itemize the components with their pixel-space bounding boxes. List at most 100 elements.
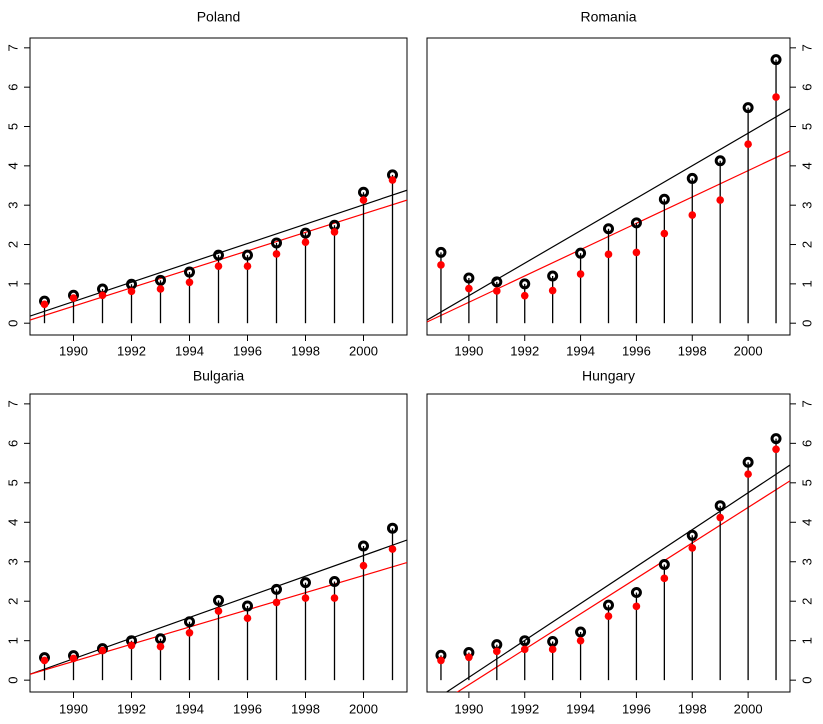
point xyxy=(716,196,724,204)
y-tick-label: 2 xyxy=(5,241,20,248)
point xyxy=(463,272,475,284)
point xyxy=(359,561,368,570)
point xyxy=(575,626,587,638)
point xyxy=(576,270,585,278)
y-tick-label: 3 xyxy=(799,202,814,209)
point xyxy=(40,300,49,309)
point xyxy=(271,583,282,595)
point xyxy=(242,249,253,261)
point xyxy=(716,513,724,522)
point xyxy=(213,594,224,606)
point xyxy=(493,287,501,295)
y-tick-label: 5 xyxy=(799,123,814,130)
point xyxy=(658,559,670,571)
point xyxy=(388,176,397,184)
x-tick-label: 1990 xyxy=(59,343,88,358)
point xyxy=(185,278,194,287)
point xyxy=(300,227,311,239)
point xyxy=(547,635,559,647)
y-tick-label: 0 xyxy=(799,677,814,684)
x-tick-label: 1996 xyxy=(233,701,262,716)
y-tick-label: 0 xyxy=(5,677,20,684)
point xyxy=(359,196,368,204)
y-tick-label: 7 xyxy=(5,400,20,407)
y-tick-label: 4 xyxy=(5,162,20,169)
point xyxy=(714,155,726,167)
x-tick-label: 1990 xyxy=(59,701,88,716)
point xyxy=(493,647,501,656)
y-tick-label: 2 xyxy=(799,598,814,605)
point xyxy=(491,276,503,288)
point xyxy=(575,247,587,259)
x-tick-label: 1992 xyxy=(117,701,146,716)
point xyxy=(243,614,252,622)
point xyxy=(300,577,311,589)
point xyxy=(272,250,281,258)
point xyxy=(632,602,641,611)
plot-frame xyxy=(29,393,408,693)
point xyxy=(387,522,398,534)
y-tick-label: 4 xyxy=(799,162,814,169)
point xyxy=(242,600,253,612)
fit-line xyxy=(456,480,790,692)
y-tick-label: 1 xyxy=(5,637,20,644)
x-tick-label: 1990 xyxy=(454,343,483,358)
point xyxy=(184,616,195,628)
x-tick-label: 1994 xyxy=(566,343,595,358)
point xyxy=(604,250,613,259)
point xyxy=(388,545,397,553)
point xyxy=(548,645,557,654)
point xyxy=(156,642,165,651)
y-tick-label: 5 xyxy=(5,479,20,486)
point xyxy=(330,228,339,236)
fit-line xyxy=(427,108,790,321)
point xyxy=(40,656,49,665)
x-tick-label: 1996 xyxy=(233,343,262,358)
point xyxy=(465,653,473,662)
point xyxy=(437,261,445,269)
point xyxy=(214,607,223,615)
plot-frame xyxy=(426,37,791,336)
point xyxy=(272,598,281,607)
point xyxy=(358,540,369,552)
point xyxy=(330,594,339,602)
point xyxy=(744,140,752,149)
point xyxy=(519,635,531,647)
fit-lines xyxy=(445,464,790,692)
point xyxy=(742,102,754,114)
panel-title: Bulgaria xyxy=(193,368,245,384)
point xyxy=(271,237,282,249)
x-tick-label: 1996 xyxy=(622,343,651,358)
point xyxy=(465,284,473,293)
y-tick-label: 3 xyxy=(5,202,20,209)
point xyxy=(744,470,752,478)
point xyxy=(660,229,669,238)
point xyxy=(772,93,780,101)
y-tick-label: 2 xyxy=(5,598,20,605)
panel: Romania 1990 1992 1994 1996 1998 2000 0 1 2 3 4 5 6 7 xyxy=(426,9,814,358)
point xyxy=(604,612,613,621)
x-tick-label: 1992 xyxy=(117,343,146,358)
point xyxy=(688,544,697,552)
point xyxy=(660,574,669,583)
x-tick-label: 1996 xyxy=(622,701,651,716)
y-tick-label: 4 xyxy=(5,519,20,526)
y-tick-label: 1 xyxy=(5,280,20,287)
point xyxy=(435,246,447,258)
point xyxy=(243,262,252,270)
point xyxy=(127,641,136,650)
point xyxy=(301,238,310,246)
point xyxy=(98,646,107,655)
point xyxy=(630,217,642,229)
point xyxy=(437,656,445,665)
x-tick-label: 1992 xyxy=(510,343,539,358)
y-tick-label: 6 xyxy=(5,84,20,91)
point xyxy=(603,599,614,611)
y-tick-label: 3 xyxy=(799,558,814,565)
x-tick-label: 1998 xyxy=(678,701,707,716)
plot-frame xyxy=(426,393,791,693)
point xyxy=(772,445,780,454)
point xyxy=(184,266,195,278)
fit-line xyxy=(30,189,407,317)
